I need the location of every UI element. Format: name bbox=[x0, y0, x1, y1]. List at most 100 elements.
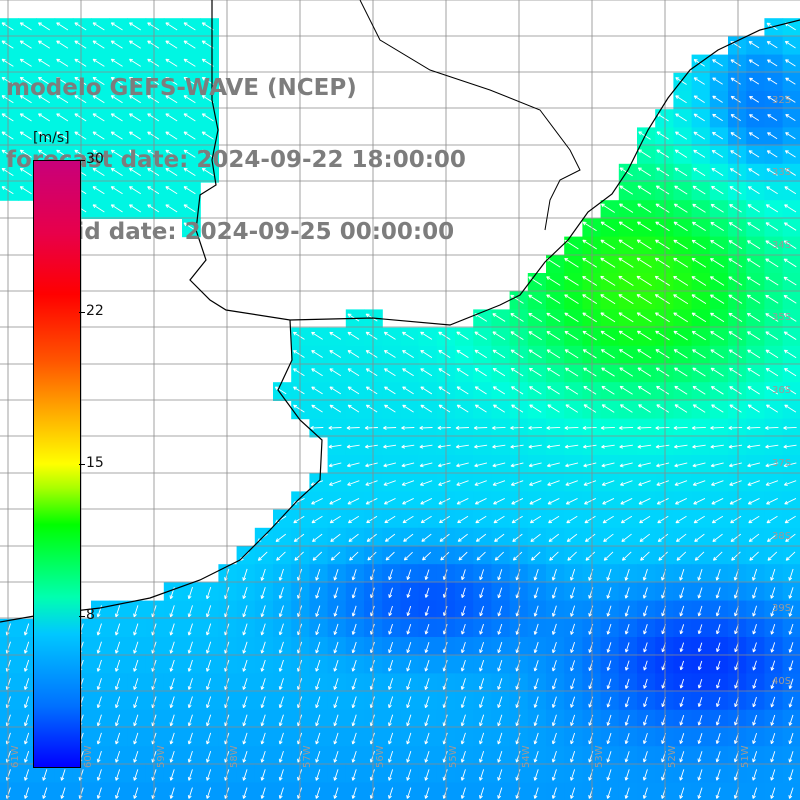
wind-arrow bbox=[570, 769, 576, 781]
wind-arrow bbox=[673, 425, 688, 430]
wind-arrow bbox=[402, 368, 414, 377]
wind-arrow bbox=[383, 462, 397, 468]
wind-arrow bbox=[637, 167, 652, 177]
wind-arrow bbox=[584, 498, 596, 505]
wind-arrow bbox=[565, 404, 578, 413]
wind-arrow bbox=[624, 787, 630, 799]
wind-arrow bbox=[643, 642, 648, 653]
wind-arrow bbox=[183, 95, 196, 104]
wind-arrow bbox=[438, 498, 451, 505]
wind-arrow bbox=[384, 404, 396, 413]
wind-arrow bbox=[679, 751, 685, 763]
wind-arrow bbox=[242, 623, 248, 636]
wind-arrow bbox=[497, 678, 503, 690]
wind-arrow bbox=[528, 331, 542, 341]
colorbar-tick-22: 22 bbox=[86, 303, 104, 319]
wind-arrow bbox=[114, 641, 121, 654]
wind-arrow bbox=[260, 641, 266, 654]
wind-arrow bbox=[260, 659, 266, 672]
wind-arrow bbox=[183, 40, 196, 49]
wind-arrow bbox=[165, 58, 178, 67]
wind-arrow bbox=[456, 480, 469, 486]
wind-arrow bbox=[19, 167, 32, 176]
wind-arrow bbox=[728, 276, 743, 286]
longitude-label: 53W bbox=[594, 745, 605, 768]
wind-arrow bbox=[783, 258, 797, 268]
wind-arrow bbox=[347, 404, 360, 413]
wind-arrow bbox=[606, 751, 612, 763]
wind-arrow bbox=[752, 624, 757, 635]
wind-arrow bbox=[655, 312, 670, 323]
wind-arrow bbox=[620, 498, 633, 505]
wind-arrow bbox=[315, 787, 321, 799]
wind-arrow bbox=[365, 498, 378, 505]
wind-arrow bbox=[656, 131, 669, 140]
wind-arrow bbox=[401, 444, 415, 449]
wind-arrow bbox=[619, 462, 633, 468]
wind-arrow bbox=[388, 696, 394, 709]
wind-arrow bbox=[438, 368, 451, 377]
wind-arrow bbox=[333, 787, 339, 799]
wind-arrow bbox=[693, 113, 705, 122]
wind-arrow bbox=[656, 462, 670, 468]
wind-arrow bbox=[169, 641, 175, 654]
wind-arrow bbox=[406, 623, 412, 635]
wind-arrow bbox=[383, 331, 396, 340]
wind-arrow bbox=[278, 769, 284, 781]
wind-arrow bbox=[747, 367, 761, 377]
wind-arrow bbox=[752, 787, 758, 799]
wind-vector-arrows bbox=[1, 22, 797, 799]
wind-arrow bbox=[515, 678, 521, 690]
wind-arrow bbox=[365, 386, 378, 395]
wind-arrow bbox=[642, 732, 648, 745]
wind-arrow bbox=[582, 444, 597, 449]
wind-arrow bbox=[183, 131, 196, 140]
wind-arrow bbox=[546, 331, 561, 341]
wind-arrow bbox=[729, 480, 742, 486]
wind-arrow bbox=[697, 605, 703, 617]
wind-arrow bbox=[570, 587, 576, 599]
wind-arrow bbox=[406, 787, 412, 799]
wind-arrow bbox=[315, 605, 321, 617]
wind-arrow bbox=[547, 498, 560, 505]
wind-arrow bbox=[643, 678, 648, 689]
wind-speed-cell bbox=[782, 345, 800, 365]
wind-arrow bbox=[456, 368, 469, 377]
wind-arrow bbox=[147, 76, 160, 85]
wind-arrow bbox=[788, 732, 794, 745]
wind-arrow bbox=[765, 444, 779, 449]
wind-arrow bbox=[715, 714, 721, 726]
wind-arrow bbox=[528, 349, 542, 359]
wind-arrow bbox=[92, 76, 105, 85]
wind-arrow bbox=[165, 22, 178, 31]
wind-arrow bbox=[183, 167, 196, 176]
wind-arrow bbox=[347, 386, 360, 395]
wind-arrow bbox=[654, 294, 670, 305]
wind-arrow bbox=[656, 385, 670, 395]
wind-arrow bbox=[747, 222, 761, 231]
longitude-label: 59W bbox=[156, 745, 167, 768]
wind-arrow bbox=[765, 294, 779, 304]
wind-arrow bbox=[752, 587, 758, 599]
wind-arrow bbox=[752, 660, 757, 671]
wind-arrow bbox=[766, 186, 778, 195]
wind-arrow bbox=[383, 425, 397, 430]
wind-arrow bbox=[783, 313, 797, 322]
wind-arrow bbox=[551, 587, 557, 599]
wind-arrow bbox=[493, 515, 505, 524]
wind-arrow bbox=[716, 642, 721, 653]
wind-arrow bbox=[406, 569, 412, 581]
wind-arrow bbox=[110, 22, 123, 31]
wind-arrow bbox=[365, 331, 378, 340]
wind-arrow bbox=[165, 131, 178, 140]
wind-arrow bbox=[564, 312, 579, 323]
wind-arrow bbox=[624, 660, 630, 671]
wind-arrow bbox=[637, 349, 652, 359]
wind-arrow bbox=[23, 641, 30, 654]
wind-arrow bbox=[546, 367, 561, 377]
wind-arrow bbox=[712, 131, 724, 140]
wind-arrow bbox=[260, 732, 266, 745]
wind-arrow bbox=[497, 769, 503, 781]
colorbar-unit: [m/s] bbox=[33, 130, 70, 146]
wind-arrow bbox=[347, 331, 360, 340]
